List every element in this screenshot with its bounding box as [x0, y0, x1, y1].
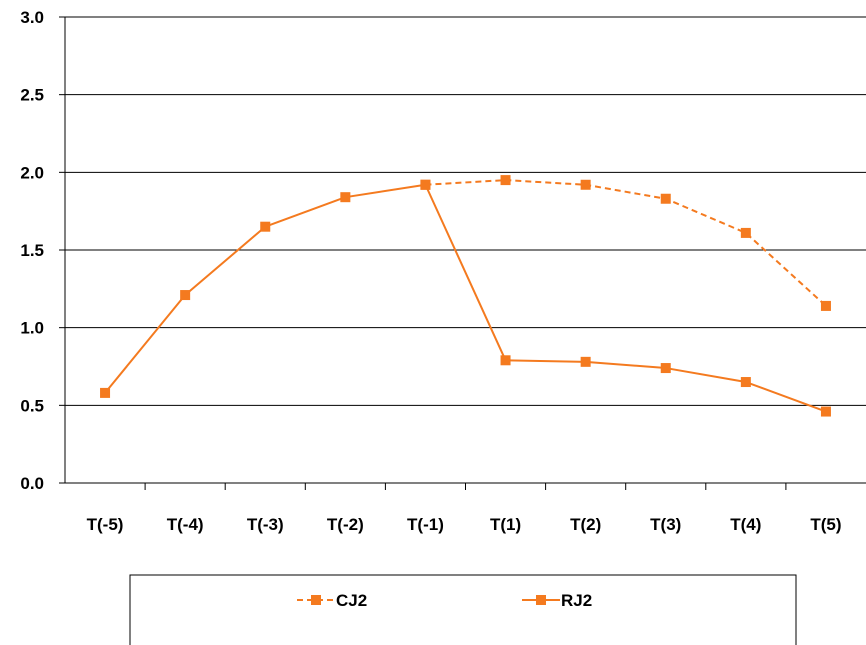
x-tick-label-6: T(2)	[570, 515, 601, 534]
marker-CJ2-7	[660, 193, 671, 204]
y-tick-label-3: 1.5	[20, 241, 44, 260]
series-lines	[104, 179, 827, 413]
x-tick-label-8: T(4)	[730, 515, 761, 534]
y-tick-label-5: 2.5	[20, 86, 44, 105]
legend: CJ2 RJ2	[129, 574, 797, 645]
y-tick-label-0: 0.0	[20, 474, 44, 493]
marker-RJ2-8	[740, 377, 751, 388]
y-tick-label-4: 2.0	[20, 163, 44, 182]
x-tick-label-0: T(-5)	[87, 515, 124, 534]
y-axis-tick-labels: 0.0 0.5 1.0 1.5 2.0 2.5 3.0	[20, 8, 44, 493]
x-tick-label-4: T(-1)	[407, 515, 444, 534]
marker-CJ2-8	[740, 227, 751, 238]
marker-RJ2-0	[100, 387, 111, 398]
series-line-RJ2	[104, 183, 827, 413]
legend-marker-RJ2	[536, 595, 546, 605]
x-tick-label-9: T(5)	[810, 515, 841, 534]
legend-label-CJ2: CJ2	[336, 591, 367, 610]
marker-RJ2-1	[180, 290, 191, 301]
marker-RJ2-3	[340, 192, 351, 203]
y-tick-label-6: 3.0	[20, 8, 44, 27]
y-tick-label-1: 0.5	[20, 396, 44, 415]
marker-CJ2-6	[580, 179, 591, 190]
x-tick-label-5: T(1)	[490, 515, 521, 534]
marker-RJ2-4	[420, 179, 431, 190]
series-markers	[100, 175, 831, 417]
axes	[59, 16, 866, 490]
grid-lines	[65, 16, 866, 406]
y-tick-label-2: 1.0	[20, 319, 44, 338]
legend-marker-CJ2	[311, 595, 321, 605]
marker-RJ2-7	[660, 363, 671, 374]
legend-box	[129, 574, 797, 645]
legend-label-RJ2: RJ2	[561, 591, 592, 610]
x-axis-tick-labels: T(-5) T(-4) T(-3) T(-2) T(-1) T(1) T(2) T(3) T(4…	[87, 515, 842, 534]
marker-CJ2-9	[820, 300, 831, 311]
x-tick-label-7: T(3)	[650, 515, 681, 534]
marker-RJ2-6	[580, 356, 591, 367]
series-line-CJ2	[425, 179, 827, 307]
x-tick-label-1: T(-4)	[167, 515, 204, 534]
x-tick-label-3: T(-2)	[327, 515, 364, 534]
marker-RJ2-5	[500, 355, 511, 366]
marker-CJ2-5	[500, 175, 511, 186]
marker-RJ2-9	[820, 406, 831, 417]
marker-RJ2-2	[260, 221, 271, 232]
x-tick-label-2: T(-3)	[247, 515, 284, 534]
